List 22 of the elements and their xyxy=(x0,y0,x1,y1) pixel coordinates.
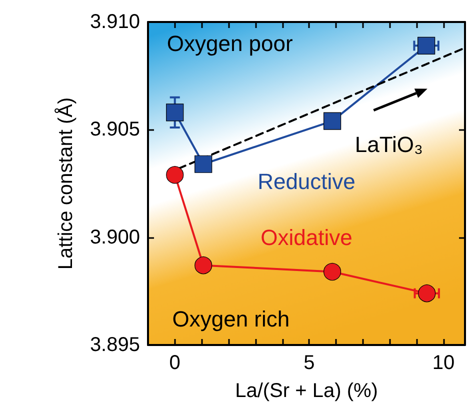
point xyxy=(166,166,184,184)
point xyxy=(418,284,436,302)
y-tick-label: 3.905 xyxy=(90,118,140,141)
x-tick-label: 5 xyxy=(304,352,315,374)
x-axis-title: La/(Sr + La) (%) xyxy=(235,380,378,402)
annotation: Oxygen poor xyxy=(166,31,293,56)
x-tick-label: 0 xyxy=(169,352,180,374)
point xyxy=(194,256,212,274)
annotation: LaTiO₃ xyxy=(354,132,423,158)
y-tick-label: 3.910 xyxy=(90,11,140,33)
x-tick-label: 10 xyxy=(432,352,455,374)
point xyxy=(324,262,342,281)
point xyxy=(323,112,342,130)
point xyxy=(418,36,436,54)
y-tick-label: 3.900 xyxy=(90,226,140,248)
point xyxy=(166,104,184,122)
point xyxy=(194,155,212,173)
series-label: Oxidative xyxy=(260,224,352,250)
y-tick-label: 3.895 xyxy=(90,334,140,356)
series-label: Reductive xyxy=(258,168,356,194)
annotation: Oxygen rich xyxy=(172,306,290,332)
y-axis-title: Lattice constant (Å) xyxy=(54,97,77,270)
